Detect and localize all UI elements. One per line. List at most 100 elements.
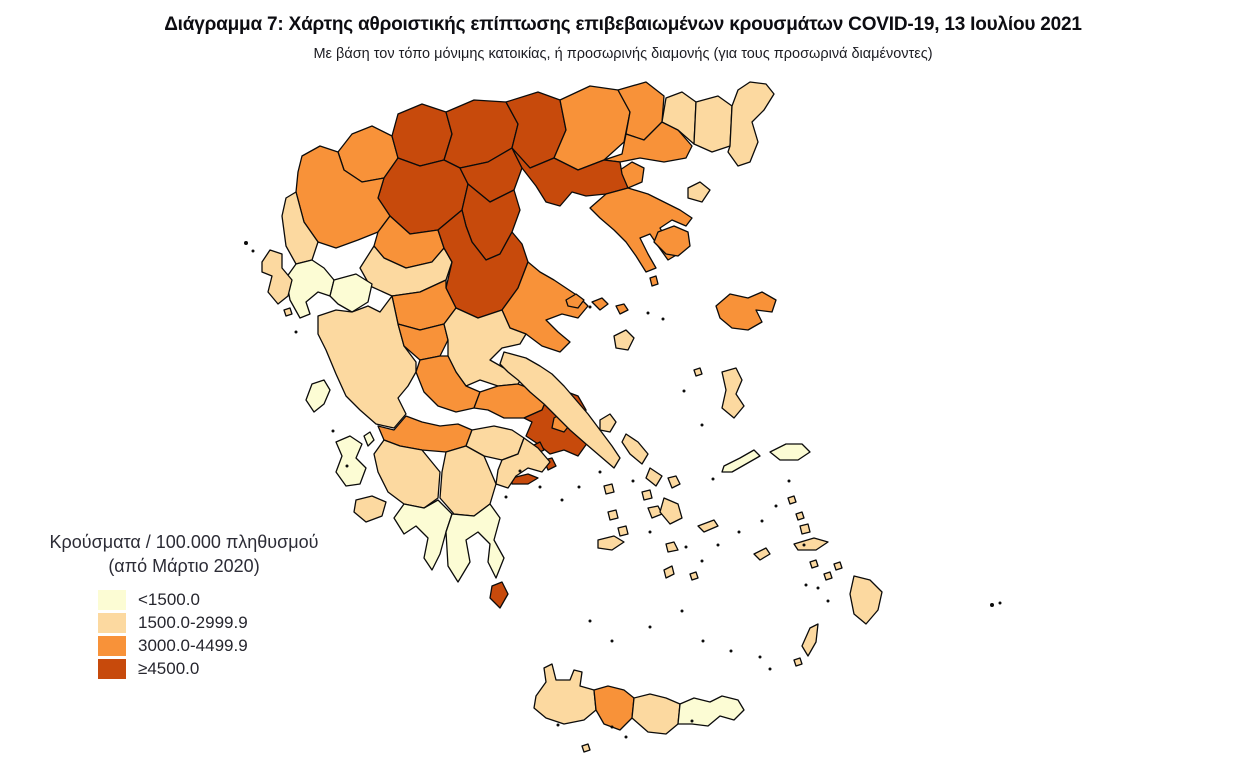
islet-speck: [700, 423, 704, 427]
region-kyklades: [617, 525, 629, 537]
region-chios: [693, 367, 703, 377]
region-messinia: [393, 499, 453, 571]
region-lefkada: [305, 379, 331, 413]
islet-speck: [729, 649, 733, 653]
islet-speck: [990, 603, 994, 607]
islet-speck: [631, 479, 635, 483]
islet-speck: [624, 735, 628, 739]
legend-title-line1: Κρούσματα / 100.000 πληθυσμού: [49, 532, 319, 552]
islet-speck: [998, 601, 1002, 605]
region-samos: [769, 443, 811, 461]
islet-speck: [331, 429, 335, 433]
islet-speck: [760, 519, 764, 523]
islet-speck: [701, 639, 705, 643]
region-kavala: [603, 121, 693, 163]
legend-label-class4: ≥4500.0: [138, 659, 200, 679]
islet-speck: [251, 249, 255, 253]
region-dodekanisa: [793, 537, 829, 551]
islet-speck: [598, 470, 602, 474]
region-kerkyra: [261, 249, 293, 305]
legend-rows: <1500.0 1500.0-2999.9 3000.0-4499.9 ≥450…: [98, 589, 352, 681]
legend-swatch-class4: [98, 659, 126, 680]
region-kyklades: [599, 413, 617, 433]
region-skyros: [613, 329, 635, 351]
region-irakleio: [631, 693, 681, 735]
islet-speck: [804, 583, 808, 587]
islet-speck: [737, 530, 741, 534]
region-preveza: [285, 259, 335, 319]
islet-speck: [682, 389, 686, 393]
islet-speck: [504, 495, 508, 499]
region-dodekanisa: [801, 623, 819, 657]
islet-speck: [648, 530, 652, 534]
region-arta: [329, 273, 373, 313]
islet-speck: [758, 655, 762, 659]
region-kyklades: [689, 571, 699, 581]
region-magnisia: [501, 261, 589, 353]
region-florina: [391, 103, 453, 167]
region-samothraki: [687, 181, 711, 203]
region-zakynthos: [353, 495, 387, 523]
islet-speck: [345, 464, 349, 468]
islet-speck: [588, 619, 592, 623]
region-dodekanisa: [799, 523, 811, 535]
region-rethymno: [593, 685, 635, 731]
region-chios: [721, 367, 745, 419]
legend-swatch-class1: [98, 590, 126, 611]
legend-swatch-class3: [98, 636, 126, 657]
legend-row-class3: 3000.0-4499.9: [98, 635, 352, 658]
islet-speck: [646, 311, 650, 315]
region-rodopi: [693, 95, 733, 153]
islet-speck: [680, 609, 684, 613]
region-fokida: [415, 355, 481, 413]
region-kyklades: [659, 497, 683, 525]
region-kyklades: [697, 519, 719, 533]
legend-label-class1: <1500.0: [138, 590, 200, 610]
islet-speck: [538, 485, 542, 489]
islet-speck: [294, 330, 298, 334]
islet-speck: [661, 317, 665, 321]
legend-label-class3: 3000.0-4499.9: [138, 636, 248, 656]
islet-speck: [774, 504, 778, 508]
islet-speck: [690, 719, 694, 723]
region-sporades: [565, 293, 585, 309]
region-kyklades: [603, 483, 615, 495]
region-kyklades: [665, 541, 679, 553]
islet-speck: [556, 723, 560, 727]
region-kyklades: [645, 467, 663, 487]
islet-speck: [684, 545, 688, 549]
region-kerkyra: [283, 307, 293, 317]
region-kyklades: [621, 433, 649, 465]
islet-speck: [560, 498, 564, 502]
map-regions: [261, 81, 883, 753]
region-dodekanisa: [823, 571, 833, 581]
region-kyklades: [641, 489, 653, 501]
region-chania: [581, 743, 591, 753]
region-sporades: [591, 297, 609, 311]
region-evros: [727, 81, 775, 167]
legend-row-class4: ≥4500.0: [98, 658, 352, 681]
islet-speck: [588, 305, 592, 309]
region-ithaki: [363, 431, 375, 447]
region-evrytania: [397, 323, 449, 361]
islet-speck: [700, 559, 704, 563]
region-kyklades: [607, 509, 619, 521]
islet-speck: [802, 543, 806, 547]
legend-row-class1: <1500.0: [98, 589, 352, 612]
islet-speck: [648, 625, 652, 629]
region-serres: [553, 85, 631, 171]
islet-speck: [716, 543, 720, 547]
region-limnos: [649, 275, 659, 287]
region-dodekanisa: [795, 511, 805, 521]
region-kyklades: [667, 475, 681, 489]
region-limnos: [653, 225, 691, 257]
region-kythira: [489, 581, 509, 609]
islet-speck: [816, 586, 820, 590]
region-ikaria: [721, 449, 761, 473]
page-title: Διάγραμμα 7: Χάρτης αθροιστικής επίπτωση…: [164, 14, 1082, 35]
region-dodekanisa: [833, 561, 843, 571]
region-dodekanisa: [787, 495, 797, 505]
islet-speck: [711, 477, 715, 481]
